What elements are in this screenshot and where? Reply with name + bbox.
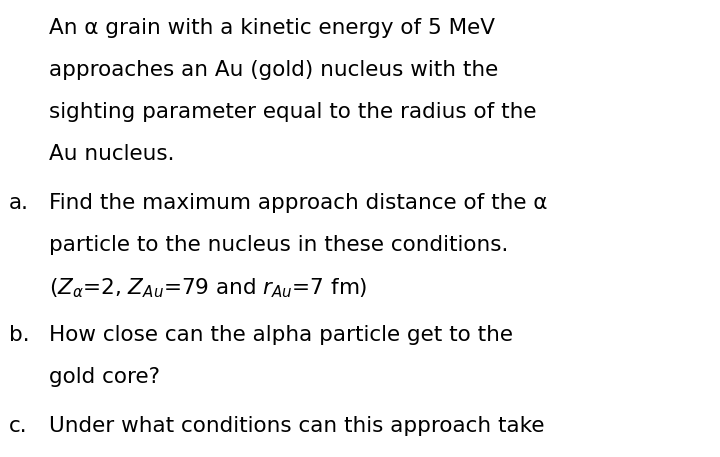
Text: gold core?: gold core? [49, 367, 160, 387]
Text: An α grain with a kinetic energy of 5 MeV: An α grain with a kinetic energy of 5 Me… [49, 18, 495, 38]
Text: approaches an Au (gold) nucleus with the: approaches an Au (gold) nucleus with the [49, 60, 498, 80]
Text: Find the maximum approach distance of the α: Find the maximum approach distance of th… [49, 193, 547, 213]
Text: Under what conditions can this approach take: Under what conditions can this approach … [49, 415, 544, 436]
Text: c.: c. [9, 415, 27, 436]
Text: How close can the alpha particle get to the: How close can the alpha particle get to … [49, 325, 513, 345]
Text: b.: b. [9, 325, 30, 345]
Text: particle to the nucleus in these conditions.: particle to the nucleus in these conditi… [49, 235, 508, 255]
Text: sighting parameter equal to the radius of the: sighting parameter equal to the radius o… [49, 102, 536, 122]
Text: Au nucleus.: Au nucleus. [49, 144, 174, 165]
Text: ($Z_{\alpha}$=2, $Z_{Au}$=79 and $r_{Au}$=7 fm): ($Z_{\alpha}$=2, $Z_{Au}$=79 and $r_{Au}… [49, 277, 367, 300]
Text: a.: a. [9, 193, 29, 213]
